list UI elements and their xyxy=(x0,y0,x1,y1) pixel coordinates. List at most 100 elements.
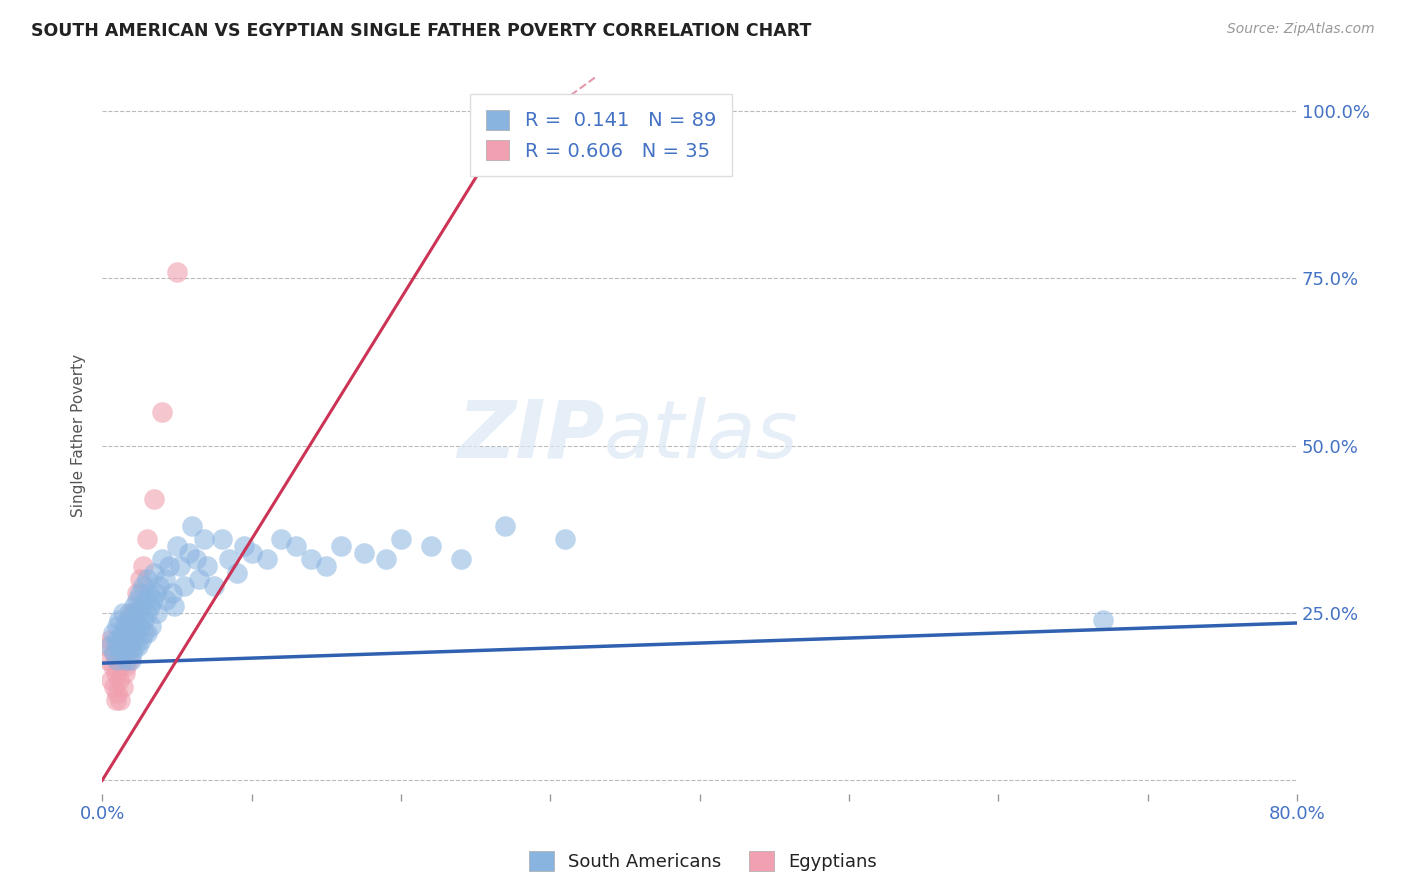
Point xyxy=(122,626,145,640)
Point xyxy=(111,626,134,640)
Point xyxy=(108,646,131,660)
Point xyxy=(112,680,135,694)
Point xyxy=(353,546,375,560)
Point xyxy=(120,640,142,654)
Point xyxy=(105,640,128,654)
Point xyxy=(115,619,138,633)
Point xyxy=(195,559,218,574)
Point xyxy=(107,673,129,687)
Point xyxy=(128,586,150,600)
Point xyxy=(108,659,131,673)
Point xyxy=(105,686,128,700)
Point xyxy=(157,559,180,574)
Text: ZIP: ZIP xyxy=(457,397,605,475)
Point xyxy=(98,632,121,647)
Point xyxy=(145,586,167,600)
Point xyxy=(495,519,517,533)
Point xyxy=(128,573,150,587)
Point xyxy=(127,606,149,620)
Point xyxy=(125,592,148,607)
Point xyxy=(127,640,149,654)
Point xyxy=(256,552,278,566)
Point xyxy=(107,613,129,627)
Point xyxy=(225,566,247,580)
Point xyxy=(389,533,412,547)
Point xyxy=(143,566,166,580)
Point xyxy=(103,680,125,694)
Point xyxy=(450,552,472,566)
Point xyxy=(107,640,129,654)
Point xyxy=(136,533,159,547)
Point xyxy=(148,579,170,593)
Point xyxy=(117,613,139,627)
Point xyxy=(101,659,124,673)
Point xyxy=(114,632,136,647)
Point xyxy=(554,533,576,547)
Point xyxy=(124,613,146,627)
Point xyxy=(114,666,136,681)
Legend: R =  0.141   N = 89, R = 0.606   N = 35: R = 0.141 N = 89, R = 0.606 N = 35 xyxy=(471,95,731,177)
Point xyxy=(163,599,186,614)
Point xyxy=(479,120,502,135)
Point xyxy=(131,579,153,593)
Point xyxy=(150,405,173,419)
Point xyxy=(124,640,146,654)
Point xyxy=(211,533,233,547)
Point xyxy=(285,539,308,553)
Point xyxy=(105,653,128,667)
Point xyxy=(141,619,163,633)
Point xyxy=(101,626,124,640)
Point xyxy=(122,626,145,640)
Point xyxy=(118,606,141,620)
Point xyxy=(173,579,195,593)
Point xyxy=(233,539,256,553)
Point xyxy=(103,646,125,660)
Point xyxy=(129,632,152,647)
Point xyxy=(299,552,322,566)
Point xyxy=(131,559,153,574)
Point xyxy=(218,552,240,566)
Point xyxy=(105,653,128,667)
Point xyxy=(146,606,169,620)
Point xyxy=(375,552,398,566)
Point xyxy=(112,606,135,620)
Point xyxy=(142,592,165,607)
Point xyxy=(124,606,146,620)
Point xyxy=(1091,613,1114,627)
Point xyxy=(315,559,337,574)
Point xyxy=(104,666,127,681)
Point xyxy=(186,552,208,566)
Point xyxy=(240,546,263,560)
Point xyxy=(129,599,152,614)
Point xyxy=(97,653,120,667)
Text: Source: ZipAtlas.com: Source: ZipAtlas.com xyxy=(1227,22,1375,37)
Point xyxy=(136,626,159,640)
Point xyxy=(114,632,136,647)
Point xyxy=(111,640,134,654)
Point xyxy=(139,599,162,614)
Point xyxy=(115,653,138,667)
Point xyxy=(150,552,173,566)
Point xyxy=(103,646,125,660)
Point xyxy=(114,619,136,633)
Point xyxy=(98,640,121,654)
Point xyxy=(121,646,143,660)
Point xyxy=(330,539,353,553)
Point xyxy=(104,632,127,647)
Point xyxy=(155,592,177,607)
Point xyxy=(143,492,166,507)
Point xyxy=(122,599,145,614)
Point xyxy=(125,586,148,600)
Point xyxy=(104,693,127,707)
Text: atlas: atlas xyxy=(605,397,799,475)
Point xyxy=(115,659,138,673)
Point xyxy=(121,606,143,620)
Point xyxy=(166,539,188,553)
Point xyxy=(132,613,155,627)
Point xyxy=(270,533,292,547)
Point xyxy=(188,573,211,587)
Point xyxy=(121,619,143,633)
Point xyxy=(166,264,188,278)
Point xyxy=(180,519,202,533)
Point xyxy=(120,640,142,654)
